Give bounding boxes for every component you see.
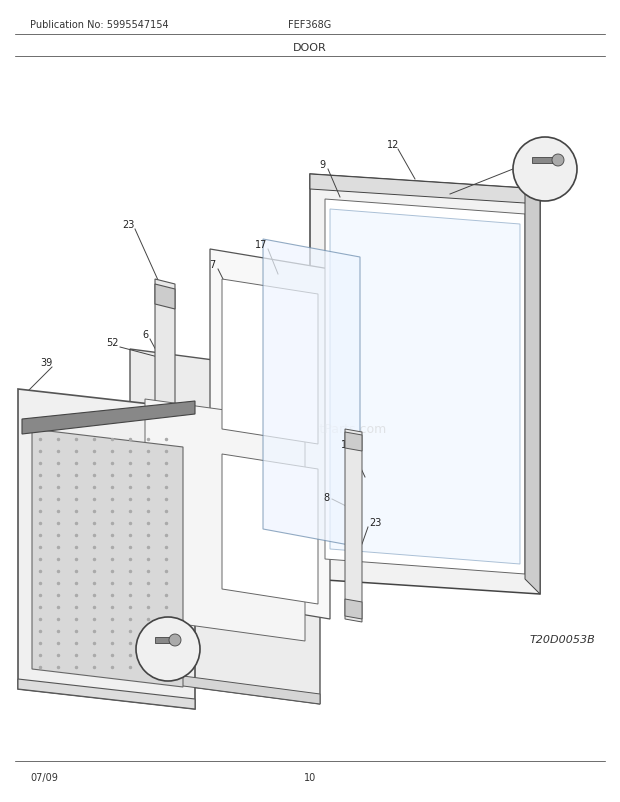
Polygon shape xyxy=(345,599,362,619)
Polygon shape xyxy=(325,200,525,574)
Text: 6: 6 xyxy=(142,330,148,339)
Text: 17: 17 xyxy=(255,240,267,249)
Text: 39: 39 xyxy=(40,358,52,367)
Text: 8: 8 xyxy=(323,492,329,502)
Polygon shape xyxy=(145,399,305,642)
Polygon shape xyxy=(155,630,175,654)
Text: 12: 12 xyxy=(387,140,399,150)
Circle shape xyxy=(552,155,564,167)
Polygon shape xyxy=(310,175,540,205)
Text: 52: 52 xyxy=(106,338,118,347)
Polygon shape xyxy=(263,240,360,547)
Polygon shape xyxy=(525,190,540,594)
Circle shape xyxy=(136,618,200,681)
Polygon shape xyxy=(345,432,362,452)
Polygon shape xyxy=(18,390,195,709)
Polygon shape xyxy=(32,429,183,687)
Text: 4: 4 xyxy=(65,612,71,622)
Polygon shape xyxy=(22,402,195,435)
Text: 7: 7 xyxy=(209,260,215,269)
Text: 16: 16 xyxy=(341,439,353,449)
Text: T20D0053B: T20D0053B xyxy=(530,634,596,644)
Text: 10: 10 xyxy=(538,164,552,175)
Text: 60B: 60B xyxy=(157,644,179,654)
Polygon shape xyxy=(310,175,540,594)
Polygon shape xyxy=(130,350,320,704)
Text: 07/09: 07/09 xyxy=(30,772,58,782)
Text: DOOR: DOOR xyxy=(293,43,327,53)
Polygon shape xyxy=(210,249,330,619)
Text: 23: 23 xyxy=(369,517,381,528)
Text: FEF368G: FEF368G xyxy=(288,20,332,30)
Text: Publication No: 5995547154: Publication No: 5995547154 xyxy=(30,20,169,30)
Text: 9: 9 xyxy=(319,160,325,170)
Polygon shape xyxy=(222,455,318,604)
Polygon shape xyxy=(155,285,175,310)
Polygon shape xyxy=(330,210,520,565)
Text: a: a xyxy=(133,633,138,642)
Polygon shape xyxy=(155,638,175,643)
Text: eReplacementParts.com: eReplacementParts.com xyxy=(234,423,386,436)
Text: a: a xyxy=(86,613,91,622)
Circle shape xyxy=(169,634,181,646)
Text: 3: 3 xyxy=(169,610,175,619)
Polygon shape xyxy=(155,280,175,664)
Polygon shape xyxy=(130,669,320,704)
Polygon shape xyxy=(18,679,195,709)
Polygon shape xyxy=(222,280,318,444)
Circle shape xyxy=(513,138,577,202)
Polygon shape xyxy=(345,429,362,622)
Text: 10: 10 xyxy=(304,772,316,782)
Polygon shape xyxy=(532,158,558,164)
Text: a: a xyxy=(162,662,167,671)
Text: 23: 23 xyxy=(122,220,134,229)
